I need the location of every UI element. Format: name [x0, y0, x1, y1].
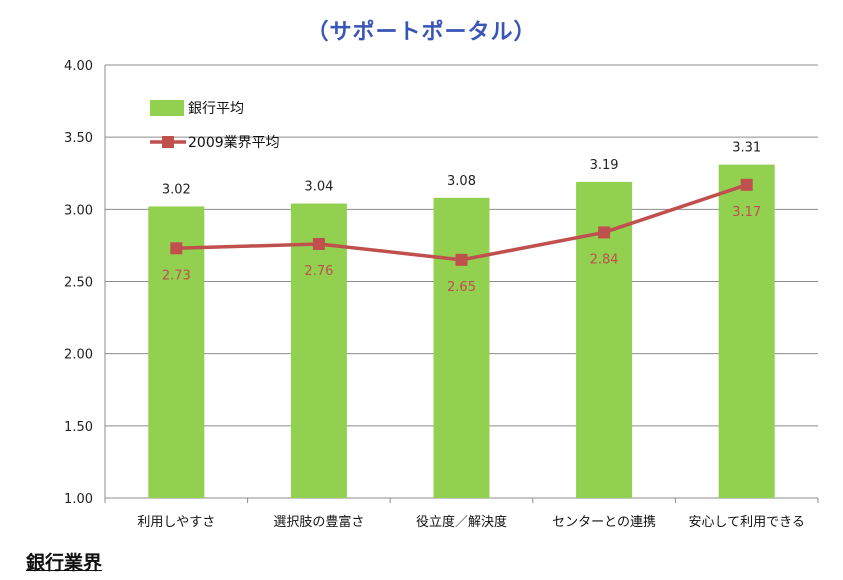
x-tick-label: 利用しやすさ	[137, 515, 215, 530]
line-value-label: 2.76	[304, 264, 333, 279]
legend-swatch-bar	[150, 100, 184, 116]
line-value-label: 2.65	[447, 280, 476, 295]
bar-value-label: 3.31	[732, 141, 761, 156]
bar-value-label: 3.02	[162, 182, 191, 197]
bar	[718, 164, 775, 498]
bar-value-label: 3.04	[304, 180, 333, 195]
chart-title: （サポートポータル）	[306, 20, 537, 45]
x-tick-label: センターとの連携	[552, 514, 656, 530]
line-value-label: 2.73	[162, 268, 191, 283]
legend-label-bar: 銀行平均	[188, 101, 244, 117]
line-point	[455, 253, 468, 266]
y-tick-label: 1.00	[64, 492, 93, 507]
line-point	[598, 226, 611, 239]
line-point	[170, 242, 183, 255]
y-tick-label: 4.00	[64, 59, 93, 74]
y-tick-label: 2.50	[64, 276, 93, 291]
x-tick-label: 選択肢の豊富さ	[273, 514, 364, 530]
legend-swatch-marker	[162, 136, 174, 148]
bar	[290, 203, 347, 498]
section-label: 銀行業界	[26, 552, 103, 574]
line-point	[312, 237, 325, 250]
bar-line-chart: 1.00 1.50 2.00 2.50 3.00 3.50 4.00 利用しやすさ 選択肢の豊富…	[64, 59, 819, 530]
line-value-label: 3.17	[732, 205, 761, 220]
line-value-label: 2.84	[590, 252, 619, 267]
y-tick-label: 2.00	[64, 348, 93, 363]
bar	[148, 206, 205, 499]
bar-value-label: 3.08	[447, 174, 476, 189]
y-tick-label: 3.50	[64, 131, 93, 146]
y-tick-label: 3.00	[64, 203, 93, 218]
y-tick-label: 1.50	[64, 420, 93, 435]
bar	[433, 197, 490, 498]
line-point	[740, 178, 753, 191]
bar-value-label: 3.19	[590, 158, 619, 173]
x-tick-label: 安心して利用できる	[689, 515, 805, 530]
legend-label-line: 2009業界平均	[188, 135, 280, 151]
x-tick-label: 役立度／解決度	[416, 514, 507, 530]
